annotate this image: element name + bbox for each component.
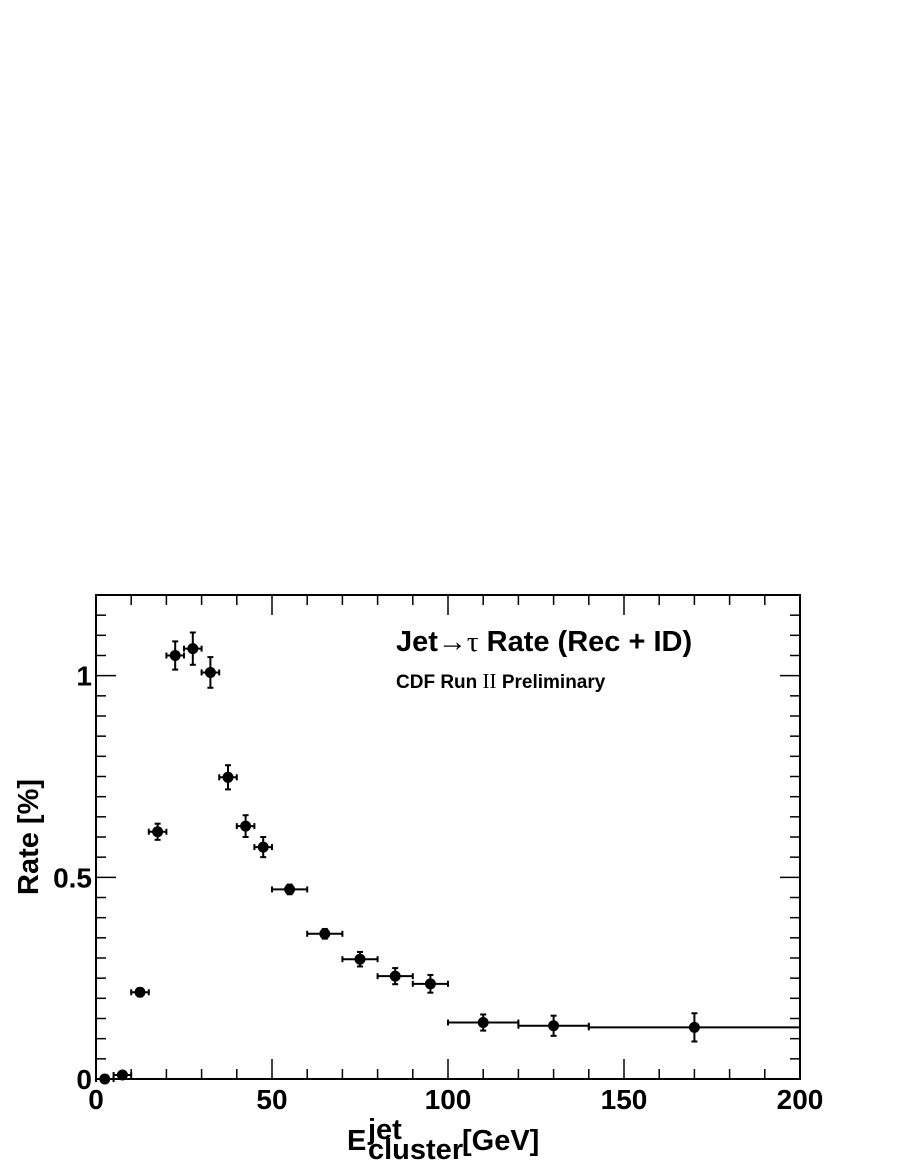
data-point bbox=[112, 1069, 133, 1081]
x-tick-label: 0 bbox=[88, 1084, 104, 1115]
data-marker bbox=[548, 1020, 560, 1032]
x-tick-label: 50 bbox=[256, 1084, 287, 1115]
data-point bbox=[95, 1073, 115, 1085]
data-point bbox=[235, 814, 256, 838]
chart-subtitle: CDF Run II Preliminary bbox=[396, 669, 606, 693]
data-marker bbox=[257, 841, 269, 853]
data-point bbox=[271, 883, 309, 896]
data-point bbox=[306, 927, 344, 940]
tick-labels: 0 50 100 150 200 0 0.5 1 bbox=[53, 661, 823, 1115]
data-point bbox=[587, 1012, 801, 1043]
data-point bbox=[147, 822, 168, 841]
y-axis-label: Rate [%] bbox=[13, 779, 45, 895]
data-point bbox=[376, 967, 414, 986]
data-point bbox=[253, 836, 273, 859]
x-tick-label: 100 bbox=[425, 1084, 472, 1115]
x-axis-label-unit: [GeV] bbox=[462, 1125, 539, 1157]
x-tick-label: 200 bbox=[777, 1084, 824, 1115]
data-point bbox=[200, 656, 221, 689]
data-points bbox=[95, 631, 801, 1085]
y-tick-label: 0 bbox=[76, 1064, 92, 1095]
x-axis-label-sup: jet bbox=[367, 1114, 402, 1146]
data-point bbox=[341, 950, 379, 968]
data-point bbox=[130, 986, 150, 998]
y-tick-label: 1 bbox=[76, 661, 92, 692]
data-marker bbox=[152, 826, 164, 838]
data-point bbox=[183, 631, 203, 666]
x-axis-label: E jet cluster [GeV] bbox=[347, 1114, 539, 1164]
data-marker bbox=[169, 650, 181, 661]
x-axis-label-base: E bbox=[347, 1125, 366, 1157]
x-tick-label: 150 bbox=[601, 1084, 648, 1115]
data-marker bbox=[477, 1017, 489, 1029]
data-point bbox=[165, 640, 185, 671]
axis-ticks bbox=[95, 594, 801, 1080]
data-point bbox=[447, 1013, 520, 1032]
data-marker bbox=[319, 928, 331, 940]
data-marker bbox=[204, 666, 216, 678]
data-marker bbox=[389, 970, 401, 982]
data-marker bbox=[222, 771, 234, 783]
data-point bbox=[411, 973, 449, 994]
data-marker bbox=[354, 953, 366, 965]
x-axis-label-sub: cluster bbox=[368, 1134, 463, 1164]
data-marker bbox=[688, 1021, 700, 1033]
data-marker bbox=[187, 643, 199, 655]
data-marker bbox=[284, 883, 296, 895]
data-point bbox=[218, 764, 238, 791]
plot-frame bbox=[95, 594, 801, 1080]
data-marker bbox=[134, 986, 146, 998]
data-marker bbox=[424, 978, 436, 990]
data-marker bbox=[116, 1069, 128, 1081]
y-tick-label: 0.5 bbox=[53, 862, 92, 893]
data-point bbox=[517, 1014, 590, 1037]
data-marker bbox=[240, 820, 252, 832]
chart-title: Jet→τ Rate (Rec + ID) bbox=[396, 626, 692, 658]
data-marker bbox=[99, 1073, 111, 1085]
